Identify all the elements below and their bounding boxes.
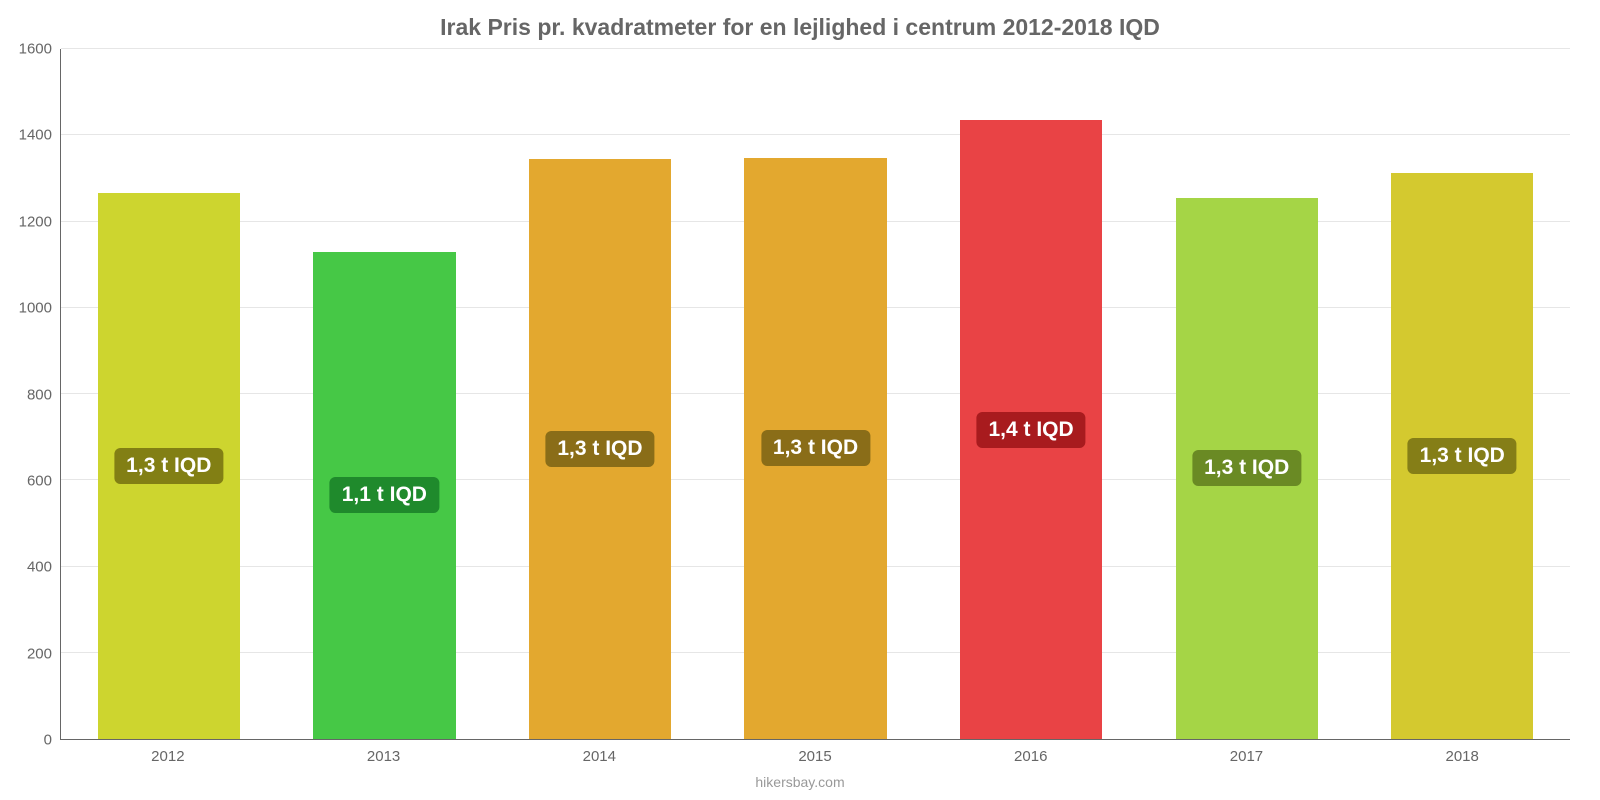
bar-value-label: 1,3 t IQD [114, 448, 223, 484]
y-tick-label: 800 [27, 386, 52, 403]
x-tick-label: 2018 [1354, 740, 1570, 774]
y-tick-label: 600 [27, 472, 52, 489]
chart-title: Irak Pris pr. kvadratmeter for en lejlig… [0, 0, 1600, 49]
chart-container: Irak Pris pr. kvadratmeter for en lejlig… [0, 0, 1600, 800]
plot-area: 1,3 t IQD 1,1 t IQD 1,3 t IQD 1,3 t IQD 1,4 … [60, 49, 1570, 740]
chart-footer: hikersbay.com [0, 774, 1600, 800]
y-axis: 02004006008001000120014001600 [0, 49, 60, 740]
plot-row: 02004006008001000120014001600 1,3 t IQD1… [0, 49, 1600, 740]
bar-value-label: 1,3 t IQD [545, 431, 654, 467]
y-tick-label: 0 [44, 732, 52, 749]
bar: 1,4 t IQD [960, 120, 1102, 739]
bar-slot: 1,3 t IQD [708, 49, 924, 739]
bar-slot: 1,4 t IQD [923, 49, 1139, 739]
y-tick-label: 1200 [19, 213, 52, 230]
y-tick-label: 400 [27, 559, 52, 576]
bar-value-label: 1,1 t IQD [330, 477, 439, 513]
x-tick-label: 2015 [707, 740, 923, 774]
y-tick-label: 1400 [19, 127, 52, 144]
bar-slot: 1,3 t IQD [1139, 49, 1355, 739]
x-tick-label: 2013 [276, 740, 492, 774]
x-tick-label: 2014 [491, 740, 707, 774]
bar-value-label: 1,3 t IQD [761, 430, 870, 466]
y-tick-label: 1600 [19, 41, 52, 58]
bar-value-label: 1,3 t IQD [1192, 450, 1301, 486]
x-tick-label: 2016 [923, 740, 1139, 774]
x-axis: 2012201320142015201620172018 [60, 740, 1570, 774]
bar: 1,3 t IQD [1176, 198, 1318, 739]
bar: 1,3 t IQD [98, 193, 240, 739]
bar-slot: 1,1 t IQD [277, 49, 493, 739]
y-tick-label: 1000 [19, 300, 52, 317]
x-tick-label: 2017 [1139, 740, 1355, 774]
bar: 1,3 t IQD [744, 158, 886, 739]
x-tick-label: 2012 [60, 740, 276, 774]
bar-slot: 1,3 t IQD [1354, 49, 1570, 739]
y-tick-label: 200 [27, 645, 52, 662]
bar: 1,3 t IQD [1391, 173, 1533, 739]
bar-value-label: 1,3 t IQD [1408, 438, 1517, 474]
bar: 1,1 t IQD [313, 252, 455, 739]
bar-slot: 1,3 t IQD [61, 49, 277, 739]
bar: 1,3 t IQD [529, 159, 671, 739]
x-axis-row: 2012201320142015201620172018 [0, 740, 1570, 774]
bars-layer: 1,3 t IQD 1,1 t IQD 1,3 t IQD 1,3 t IQD 1,4 … [61, 49, 1570, 739]
bar-value-label: 1,4 t IQD [976, 412, 1085, 448]
bar-slot: 1,3 t IQD [492, 49, 708, 739]
